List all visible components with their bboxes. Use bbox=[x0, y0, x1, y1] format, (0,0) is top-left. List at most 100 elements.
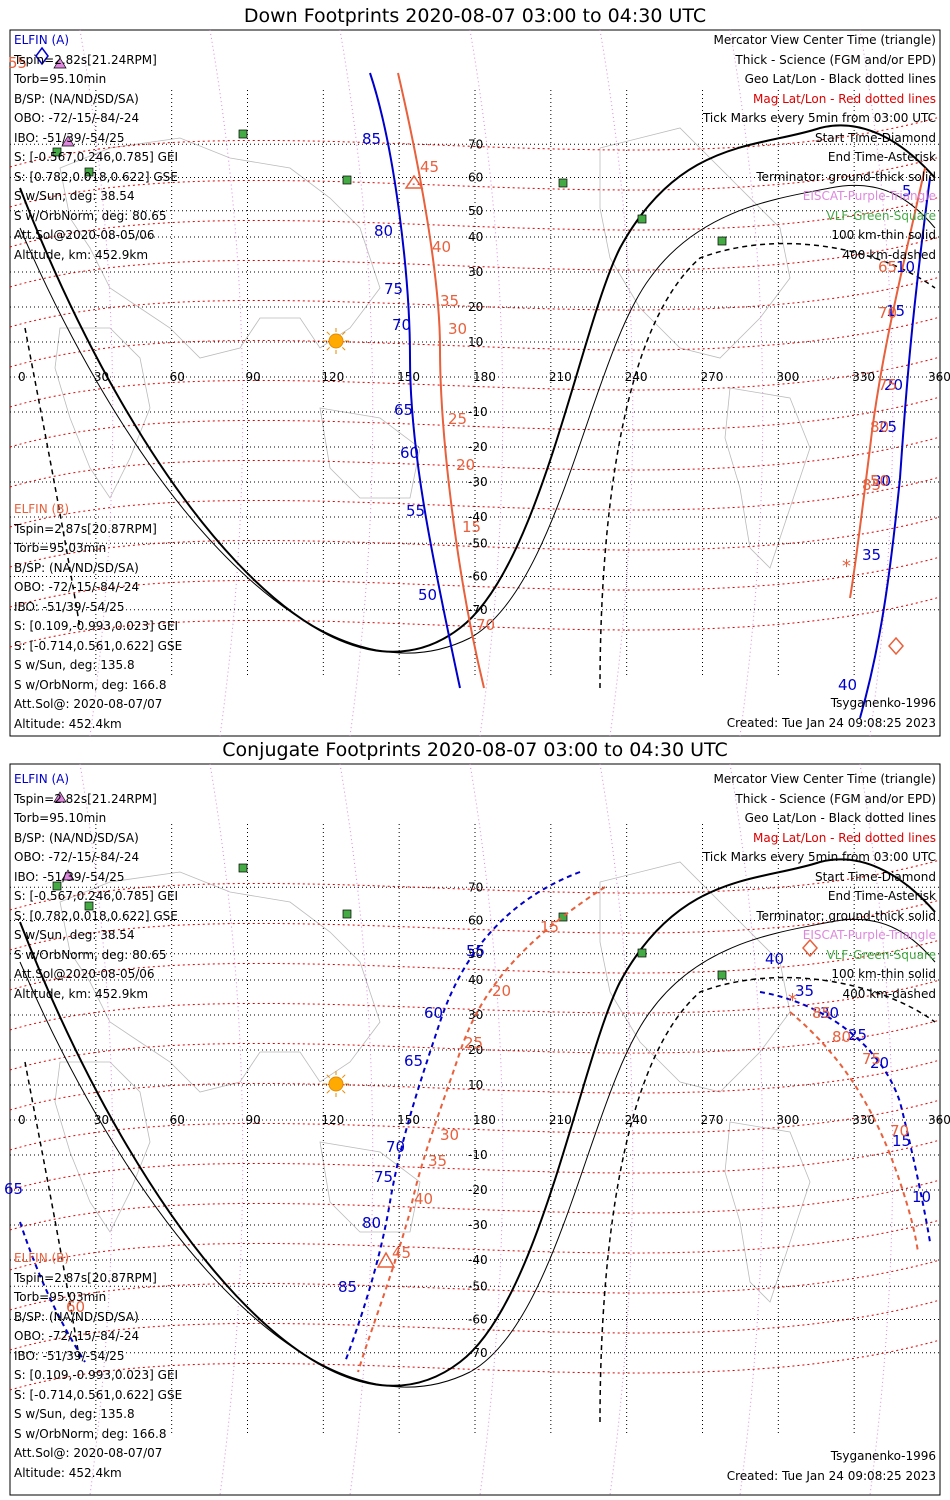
legend-line: Tick Marks every 5min from 03:00 UTC bbox=[702, 111, 936, 125]
elfin-b-tick-label: 25 bbox=[448, 410, 467, 428]
lat-tick-label: 50 bbox=[468, 204, 483, 218]
lat-tick-label: 10 bbox=[468, 335, 483, 349]
info-line: Altitude: 452.4km bbox=[14, 716, 122, 731]
mag-parallel bbox=[9, 516, 941, 568]
vlf-station-marker bbox=[717, 970, 727, 980]
elfin-b-tick-label: 60 bbox=[66, 1298, 85, 1316]
info-line: IBO: -51/39/-54/25 bbox=[14, 869, 125, 884]
vlf-station-marker bbox=[84, 167, 94, 177]
lat-tick-label: 70 bbox=[468, 880, 483, 894]
elfin-a-info-conjugate: ELFIN (A) Tspin=2.82s[21.24RPM] Torb=95.… bbox=[14, 770, 178, 1004]
panel-title-down: Down Footprints 2020-08-07 03:00 to 04:3… bbox=[243, 5, 707, 27]
elfin-b-tick-label: 35 bbox=[428, 1152, 447, 1170]
terminator-100km bbox=[19, 184, 936, 654]
lon-tick-label: 210 bbox=[549, 370, 572, 384]
vlf-station-marker bbox=[717, 236, 727, 246]
legend-line: Start Time-Diamond bbox=[814, 130, 936, 145]
terminator-400km-right bbox=[599, 242, 936, 689]
legend-line: Geo Lat/Lon - Black dotted lines bbox=[744, 811, 936, 825]
created-label: Created: Tue Jan 24 09:08:25 2023 bbox=[726, 716, 936, 730]
elfin-b-start-diamond bbox=[802, 938, 818, 958]
lat-tick-label: 20 bbox=[468, 1043, 483, 1057]
lat-tick-label: -40 bbox=[468, 1253, 488, 1267]
elfin-a-tick-label: 75 bbox=[374, 1168, 393, 1186]
lon-tick-label: 300 bbox=[776, 1113, 799, 1127]
mag-parallel bbox=[9, 196, 941, 248]
lon-tick-label: 90 bbox=[246, 1113, 261, 1127]
terminator-400km-right bbox=[599, 976, 936, 1423]
eiscat-triangle-marker bbox=[53, 57, 67, 69]
elfin-b-tick-label: 35 bbox=[440, 292, 459, 310]
elfin-b-end-asterisk: * bbox=[788, 990, 797, 1011]
info-line: S w/OrbNorm, deg: 80.65 bbox=[14, 947, 167, 962]
elfin-b-tick-label: 70 bbox=[878, 304, 897, 322]
model-label: Tsyganenko-1996 bbox=[830, 1449, 936, 1463]
info-line: S w/Sun, deg: 135.8 bbox=[14, 1407, 135, 1421]
elfin-b-tick-label: 70 bbox=[476, 616, 495, 634]
elfin-b-track-right bbox=[789, 1011, 919, 1253]
continent-outline bbox=[54, 1061, 151, 1233]
legend-line: 400 km-dashed bbox=[842, 247, 936, 262]
lon-tick-label: 150 bbox=[397, 370, 420, 384]
lon-tick-label: 360 bbox=[928, 1113, 950, 1127]
stray-track-label: 55 bbox=[8, 54, 27, 72]
elfin-b-track-right bbox=[849, 167, 926, 599]
lat-tick-label: 60 bbox=[468, 914, 483, 928]
info-line: B/SP: (NA/ND/SD/SA) bbox=[14, 560, 139, 575]
elfin-b-tick-label: 30 bbox=[440, 1126, 459, 1144]
elfin-a-tick-label: 65 bbox=[4, 1180, 23, 1198]
info-line: Tspin=2.82s[21.24RPM] bbox=[14, 791, 157, 806]
eiscat-triangle-marker bbox=[61, 135, 75, 147]
terminator-ground bbox=[19, 124, 936, 653]
elfin-b-tick-label: 20 bbox=[456, 456, 475, 474]
elfin-a-tick-label: 70 bbox=[392, 316, 411, 334]
lon-tick-label: 180 bbox=[473, 370, 496, 384]
elfin-a-tick-label: 10 bbox=[912, 1188, 931, 1206]
elfin-a-tick-label: 85 bbox=[362, 130, 381, 148]
lat-tick-label: 10 bbox=[468, 1078, 483, 1092]
elfin-a-tick-label: 40 bbox=[765, 950, 784, 968]
info-line: S: [0.109,-0.993,0.023] GEI bbox=[14, 1368, 179, 1382]
elfin-a-tick-label: 40 bbox=[838, 676, 857, 694]
elfin-a-tick-label: 65 bbox=[404, 1052, 423, 1070]
info-line: B/SP: (NA/ND/SD/SA) bbox=[14, 91, 139, 106]
lat-tick-label: -50 bbox=[468, 1279, 488, 1293]
lat-tick-label: -20 bbox=[468, 440, 488, 454]
legend-down: Mercator View Center Time (triangle) Thi… bbox=[703, 31, 936, 265]
elfin-a-tick-label: 80 bbox=[362, 1214, 381, 1232]
elfin-a-tick-label: 30 bbox=[872, 472, 891, 490]
lon-tick-label: 60 bbox=[170, 1113, 185, 1127]
elfin-a-tick-label: 35 bbox=[862, 546, 881, 564]
legend-line: Tick Marks every 5min from 03:00 UTC bbox=[702, 850, 936, 864]
info-line: Altitude, km: 452.9km bbox=[14, 986, 149, 1001]
info-line: Torb=95.03min bbox=[14, 541, 107, 555]
legend-line: EISCAT-Purple-Triangle bbox=[802, 189, 936, 203]
elfin-a-track-right bbox=[859, 177, 931, 719]
map-frame bbox=[9, 763, 941, 1496]
info-line: S w/OrbNorm, deg: 80.65 bbox=[14, 208, 167, 223]
mag-parallel bbox=[9, 236, 941, 288]
lon-tick-label: 270 bbox=[701, 370, 724, 384]
elfin-b-tick-label: 40 bbox=[414, 1190, 433, 1208]
info-line: Tspin=2.87s[20.87RPM] bbox=[14, 1270, 157, 1285]
info-line: OBO: -72/-15/-84/-24 bbox=[14, 1329, 140, 1343]
lon-tick-label: 330 bbox=[852, 1113, 875, 1127]
elfin-a-tick-label: 15 bbox=[892, 1132, 911, 1150]
continent-outline bbox=[599, 127, 791, 359]
mag-parallel bbox=[9, 1099, 941, 1151]
lon-tick-label: 210 bbox=[549, 1113, 572, 1127]
info-line: Tspin=2.82s[21.24RPM] bbox=[14, 52, 157, 67]
elfin-b-track bbox=[357, 886, 606, 1373]
mag-parallel bbox=[9, 1179, 941, 1231]
lat-tick-label: 60 bbox=[468, 171, 483, 185]
lat-tick-label: -30 bbox=[468, 475, 488, 489]
info-line: S w/Sun, deg: 135.8 bbox=[14, 658, 135, 672]
terminator-400km-left bbox=[24, 327, 81, 629]
elfin-a-track-right bbox=[759, 991, 931, 1243]
info-line: OBO: -72/-15/-84/-24 bbox=[14, 111, 140, 125]
lat-tick-label: 20 bbox=[468, 300, 483, 314]
info-line: S: [-0.567,0.246,0.785] GEI bbox=[14, 150, 179, 164]
elfin-b-track bbox=[397, 72, 485, 689]
lat-tick-label: 40 bbox=[468, 973, 483, 987]
lon-tick-label: 270 bbox=[701, 1113, 724, 1127]
